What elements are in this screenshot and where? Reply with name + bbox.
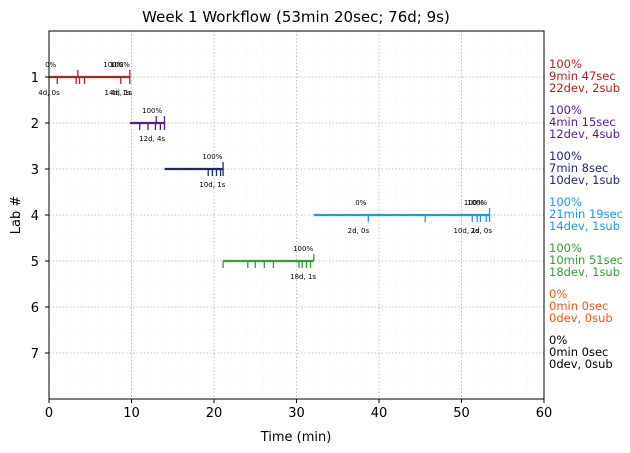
lab-2-marks: 100% 12d, 4s [129,107,165,143]
lab-1-count-label: 14d, 1s [105,89,131,97]
x-tick-label: 60 [536,406,553,421]
lab-5-summary-line: 100% [549,241,582,255]
lab-4-count-label: 2d, 0s [348,227,370,235]
x-tick-label: 10 [123,406,140,421]
x-tick-label: 30 [288,406,305,421]
lab-3-marks: 100% 10d, 1s [164,153,226,189]
y-tick-label: 5 [31,255,39,270]
lab-2-count-label: 12d, 4s [139,135,165,143]
y-axis-label: Lab # [9,196,24,235]
lab-4-summary-line: 100% [549,195,582,209]
lab-6-summary-line: 0dev, 0sub [549,311,613,325]
lab-1-pct-label: 0% [45,61,56,69]
lab-3-summary-line: 7min 8sec [549,161,608,175]
lab-5-summary-line: 10min 51sec [549,253,623,267]
x-tick-label: 40 [371,406,388,421]
chart-title: Week 1 Workflow (53min 20sec; 76d; 9s) [142,8,450,26]
x-tick-label: 50 [453,406,470,421]
lab-7-summary-line: 0dev, 0sub [549,357,613,371]
x-tick-label: 0 [45,406,53,421]
lab-1-count-label: 4d, 1s [111,89,133,97]
lab-1-summary-line: 9min 47sec [549,69,616,83]
lab-2-summary-line: 4min 15sec [549,115,616,129]
lab-3-summary-line: 100% [549,149,582,163]
y-tick-label: 6 [31,301,39,316]
lab-2-summary-line: 100% [549,103,582,117]
lab-4-summary-line: 14dev, 1sub [549,219,620,233]
y-tick-label: 7 [31,347,39,362]
lab-4-count-label: 2d, 0s [471,227,493,235]
lab-4-pct-label: 0% [355,199,366,207]
lab-4-pct-label: 100% [467,199,487,207]
lab-4-count-label: 10d, 1s [453,227,479,235]
y-tick-label: 2 [31,117,39,132]
lab-1-pct-label: 100% [103,61,123,69]
lab-5-summary-line: 18dev, 1sub [549,265,620,279]
lab-7-summary-line: 0% [549,333,567,347]
lab-1-summary-line: 22dev, 2sub [549,81,620,95]
lab-4-summary-line: 21min 19sec [549,207,623,221]
y-tick-label: 3 [31,163,39,178]
lab-5-marks: 100% 18d, 1s [222,245,316,281]
y-tick-label: 1 [31,71,39,86]
lab-5-count-label: 18d, 1s [290,273,316,281]
lab-4-pct-label: 100% [464,199,484,207]
lab-5-pct-label: 100% [293,245,313,253]
lab-6-summary-line: 0min 0sec [549,299,608,313]
y-tick-label: 4 [31,209,39,224]
x-axis-label: Time (min) [260,430,332,445]
lab-7-summary-line: 0min 0sec [549,345,608,359]
x-tick-label: 20 [206,406,223,421]
lab-1-pct-label: 100% [110,61,130,69]
lab-3-pct-label: 100% [202,153,222,161]
lab-6-summary-line: 0% [549,287,567,301]
lab-2-summary-line: 12dev, 4sub [549,127,620,141]
lab-3-count-label: 10d, 1s [199,181,225,189]
lab-3-summary-line: 10dev, 1sub [549,173,620,187]
axis-ticks: 0 10 20 30 40 50 60 1 2 3 4 5 6 7 [31,71,553,421]
lab-2-pct-label: 100% [142,107,162,115]
lab-1-summary-line: 100% [549,57,582,71]
